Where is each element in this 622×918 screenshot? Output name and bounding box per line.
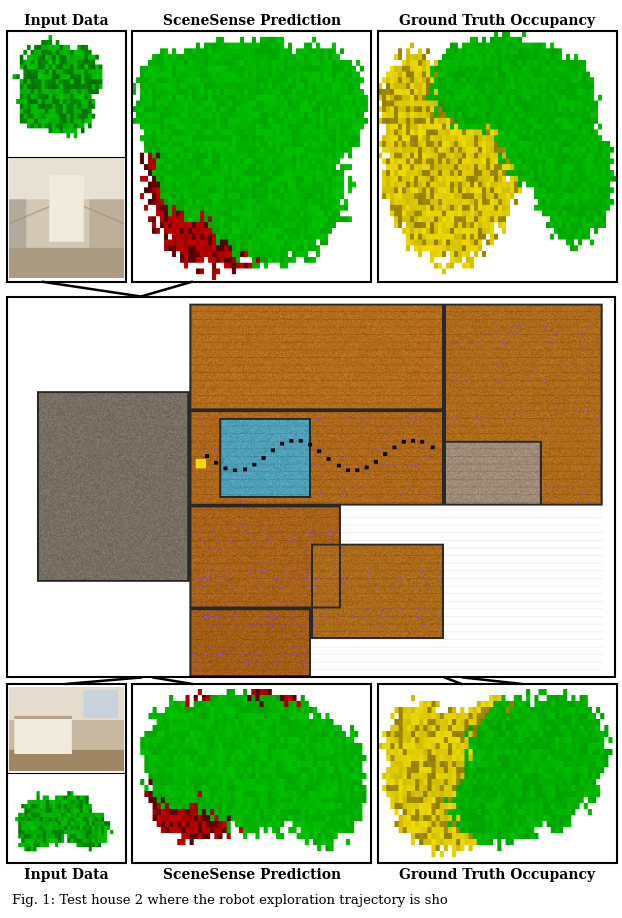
Text: Input Data: Input Data <box>24 868 109 881</box>
Text: SceneSense Prediction: SceneSense Prediction <box>162 868 341 881</box>
Text: Input Data: Input Data <box>24 15 109 28</box>
Text: Fig. 1: Test house 2 where the robot exploration trajectory is sho: Fig. 1: Test house 2 where the robot exp… <box>12 894 448 907</box>
Text: SceneSense Prediction: SceneSense Prediction <box>162 15 341 28</box>
Text: Ground Truth Occupancy: Ground Truth Occupancy <box>399 15 595 28</box>
Text: Ground Truth Occupancy: Ground Truth Occupancy <box>399 868 595 881</box>
